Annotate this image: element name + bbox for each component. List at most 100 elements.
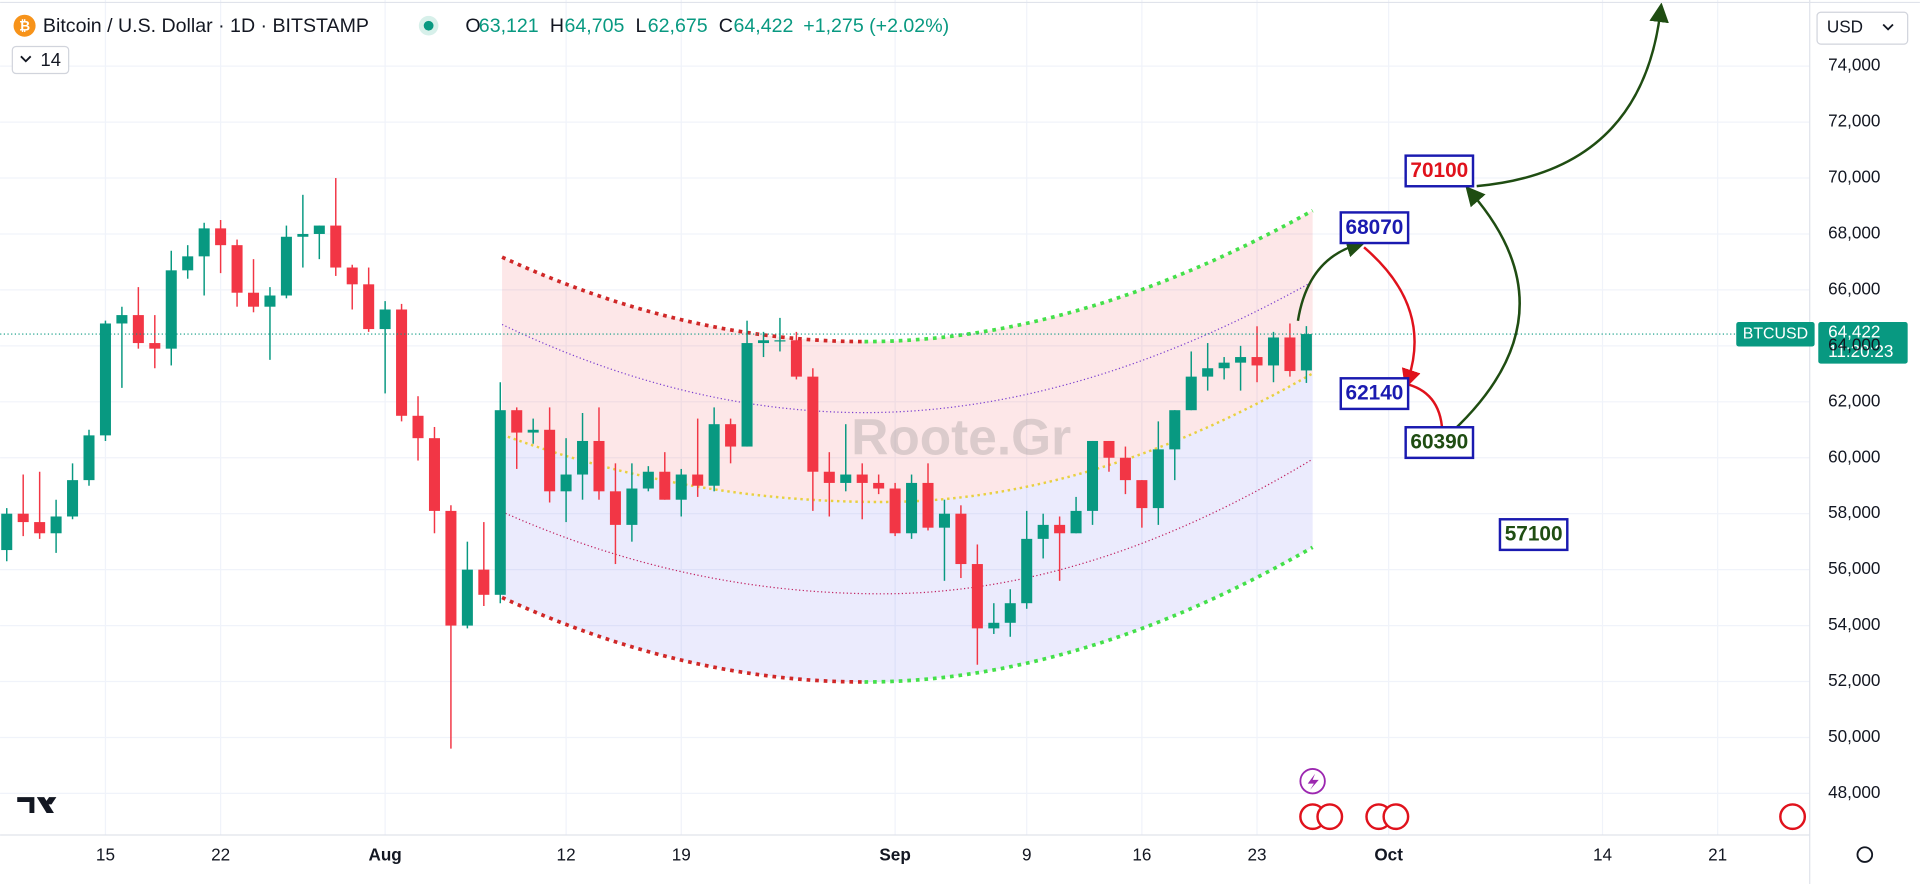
candle-body [99,323,111,436]
candle-body [1021,538,1033,604]
candle-body [790,340,802,377]
market-status-dot [423,20,434,31]
y-tick-label: 58,000 [1828,502,1880,522]
candle-body [1,513,13,551]
x-tick-label: 14 [1593,844,1613,864]
ohlc-key: O [465,15,480,37]
x-tick-label: Sep [879,844,910,864]
x-tick-label: 12 [557,844,576,864]
candle-body [1070,510,1082,534]
arrow [1476,2,1669,188]
candle-body [461,569,473,626]
logo [17,797,57,813]
y-tick-label: 50,000 [1828,726,1880,746]
x-tick-label: 15 [96,844,115,864]
price-tag-price: 64,422 [1828,322,1880,342]
y-tick-label: 66,000 [1828,278,1880,298]
candle-body [1136,480,1148,509]
candle-body [1103,440,1115,458]
coin-icon-glyph: ₿ [19,18,30,33]
candle-body [938,513,950,528]
candle-body [132,315,144,344]
candle-body [17,513,29,523]
level-label: 68070 [1346,216,1404,239]
candle-body [34,522,46,534]
candle-body [478,569,490,595]
candle-body [379,309,391,330]
y-tick-label: 52,000 [1828,670,1880,690]
candle-body [1235,357,1247,363]
candle-body [725,424,737,447]
candle-body [609,491,621,525]
candle-body [280,236,292,296]
candle-body [659,471,671,500]
candle-body [1300,334,1312,371]
y-tick-label: 56,000 [1828,558,1880,578]
candle-body [757,340,770,344]
candle-body [873,482,885,489]
y-tick-label: 70,000 [1828,167,1880,187]
candle-body [692,474,704,486]
candle-body [363,284,375,330]
candle-body [511,410,523,433]
currency-button[interactable] [1816,11,1909,45]
level-box [1339,377,1410,411]
currency: USD [1827,17,1863,37]
candle-body [1284,337,1296,372]
event-flag[interactable] [1779,803,1807,831]
candle-body [50,516,62,534]
candle-body [577,440,589,475]
candle-body [494,410,506,595]
candle-body [642,471,654,489]
channel-bottom [501,595,865,684]
symbol-tag-label: BTCUSD [1743,325,1808,342]
indicator-toggle[interactable] [11,45,70,75]
candle-body [527,429,539,433]
event-flag[interactable] [1382,803,1410,831]
ohlc-key: H [550,15,564,37]
candle-body [971,564,983,629]
candle-body [626,488,638,525]
candle-body [675,474,687,500]
indicator-count: 14 [40,49,60,70]
candle-body [560,474,572,492]
candle-body [889,488,901,534]
x-tick-label: 9 [1022,844,1032,864]
settings-icon[interactable] [1856,846,1874,863]
y-tick-label: 62,000 [1828,390,1880,410]
symbol-tag [1736,322,1815,347]
candle-body [165,270,177,349]
y-tick-label: 74,000 [1828,55,1880,75]
change: +1,275 (+2.02%) [803,15,949,37]
level-box [1404,426,1475,460]
event-flag[interactable] [1316,803,1344,831]
arrow [1363,246,1421,389]
candle-body [1119,457,1131,481]
y-tick-label: 64,000 [1828,334,1880,354]
candle-body [428,438,440,511]
candle-body [955,513,967,565]
candle-body [856,474,868,483]
coin-icon [13,14,36,37]
candle-body [906,482,918,534]
candle-body [1152,449,1164,509]
candle-body [215,228,227,246]
x-tick-label: Aug [368,844,401,864]
ohlc-value: 62,675 [648,15,708,37]
candle-body [412,415,424,439]
y-tick-label: 48,000 [1828,782,1880,802]
candle-body [198,228,210,257]
candle-body [1004,603,1016,623]
x-tick-label: 16 [1132,844,1151,864]
y-tick-label: 68,000 [1828,223,1880,243]
overlay: 70100 68070 62140 60390 57100 [1339,154,1569,552]
candle-body [297,233,309,237]
candle-body [248,292,260,307]
watermark: Roote.Gr [851,407,1071,465]
candle-body [313,225,325,234]
arrow [1444,186,1521,440]
x-tick-label: 19 [672,844,691,864]
